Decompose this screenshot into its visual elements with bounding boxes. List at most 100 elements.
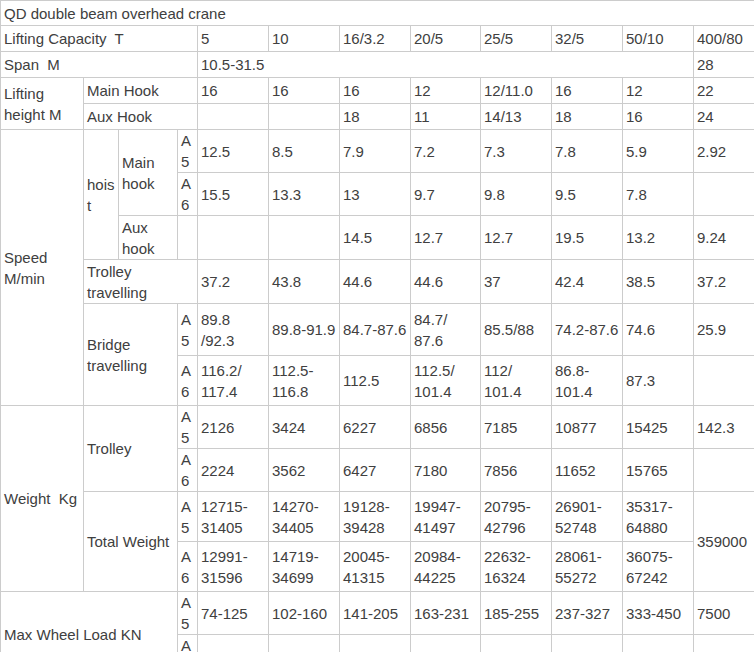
speed-bridge-a5-cell: 74.2-87.6 [552, 304, 623, 356]
speed-bridge-a6-cell: 112/ 101.4 [481, 356, 552, 406]
weight-total-a6-cell: 20984- 44225 [411, 542, 481, 592]
span-value-last: 28 [694, 52, 754, 78]
weight-trolley-a5-cell: 7185 [481, 406, 552, 449]
weight-trolley-a5-cell: 10877 [552, 406, 623, 449]
wheel-load-a6-cell: 336-457 [623, 635, 694, 652]
speed-bridge-a5-cell: 89.8 /92.3 [198, 304, 269, 356]
speed-aux-cell: 19.5 [552, 216, 623, 260]
weight-total-a5-cell: 20795- 42796 [481, 492, 552, 542]
wheel-load-a6-cell: 145-211 [340, 635, 411, 652]
duty-label-a5: A5 [178, 492, 198, 542]
weight-trolley-a5-cell: 15425 [623, 406, 694, 449]
speed-main-a5-cell: 5.9 [623, 130, 694, 173]
speed-aux-cell: 12.7 [481, 216, 552, 260]
weight-trolley-a5-cell: 6856 [411, 406, 481, 449]
height-main-cell: 16 [198, 78, 269, 104]
speed-trolley-cell: 42.4 [552, 260, 623, 304]
capacity-header: 5 [198, 26, 269, 52]
height-main-cell: 22 [694, 78, 754, 104]
height-main-cell: 12/11.0 [481, 78, 552, 104]
speed-aux-cell: 9.24 [694, 216, 754, 260]
weight-trolley-a6-cell: 2224 [198, 449, 269, 492]
row-label-speed-aux-hook: Aux hook [119, 216, 178, 260]
speed-aux-cell [198, 216, 269, 260]
wheel-load-a6-cell: 75-126 [198, 635, 269, 652]
speed-main-a6-cell: 9.7 [411, 173, 481, 216]
row-label-weight: Weight Kg [1, 406, 84, 592]
speed-main-a6-cell: 15.5 [198, 173, 269, 216]
speed-main-a6-cell: 7.8 [623, 173, 694, 216]
weight-trolley-a6-cell: 6427 [340, 449, 411, 492]
speed-trolley-cell: 44.6 [340, 260, 411, 304]
speed-bridge-a5-cell: 25.9 [694, 304, 754, 356]
duty-label-a5: A5 [178, 130, 198, 173]
height-main-cell: 12 [623, 78, 694, 104]
weight-total-a6-cell: 12991- 31596 [198, 542, 269, 592]
speed-trolley-cell: 43.8 [269, 260, 340, 304]
speed-main-a5-cell: 7.8 [552, 130, 623, 173]
speed-bridge-a6-cell [694, 356, 754, 406]
row-label-main-hook: Main Hook [84, 78, 198, 104]
capacity-header: 50/10 [623, 26, 694, 52]
speed-aux-cell [269, 216, 340, 260]
height-aux-cell: 18 [552, 104, 623, 130]
wheel-load-a6-cell: 242-335 [552, 635, 623, 652]
height-aux-cell: 11 [411, 104, 481, 130]
duty-label-a5: A5 [178, 304, 198, 356]
height-main-cell: 16 [269, 78, 340, 104]
wheel-load-a5-cell: 237-327 [552, 592, 623, 635]
row-label-lifting-capacity: Lifting Capacity T [1, 26, 198, 52]
capacity-header: 16/3.2 [340, 26, 411, 52]
speed-main-a6-cell [694, 173, 754, 216]
row-label-span: Span M [1, 52, 198, 78]
weight-trolley-a6-cell: 11652 [552, 449, 623, 492]
row-label-weight-trolley: Trolley [84, 406, 178, 492]
speed-main-a5-cell: 8.5 [269, 130, 340, 173]
wheel-load-a5-cell: 163-231 [411, 592, 481, 635]
duty-label-a6: A6 [178, 542, 198, 592]
weight-total-last-cell: 359000 [694, 492, 754, 592]
wheel-load-a5-cell: 333-450 [623, 592, 694, 635]
wheel-load-a6-cell: 167-239 [411, 635, 481, 652]
height-aux-cell [198, 104, 269, 130]
capacity-header: 20/5 [411, 26, 481, 52]
weight-trolley-a5-cell: 142.3 [694, 406, 754, 449]
speed-bridge-a6-cell: 112.5- 116.8 [269, 356, 340, 406]
speed-bridge-a5-cell: 84.7/ 87.6 [411, 304, 481, 356]
row-label-bridge-travelling: Bridge travelling [84, 304, 178, 406]
speed-bridge-a5-cell: 85.5/88 [481, 304, 552, 356]
wheel-load-a5-cell: 185-255 [481, 592, 552, 635]
row-label-trolley-travelling: Trolley travelling [84, 260, 198, 304]
weight-total-a6-cell: 22632- 16324 [481, 542, 552, 592]
row-label-aux-hook: Aux Hook [84, 104, 198, 130]
wheel-load-a5-cell: 141-205 [340, 592, 411, 635]
height-aux-cell: 16 [623, 104, 694, 130]
capacity-header: 25/5 [481, 26, 552, 52]
span-value: 10.5-31.5 [198, 52, 694, 78]
height-aux-cell: 14/13 [481, 104, 552, 130]
speed-trolley-cell: 37 [481, 260, 552, 304]
wheel-load-a6-cell [694, 635, 754, 652]
row-label-max-wheel-load: Max Wheel Load KN [1, 592, 178, 652]
height-main-cell: 16 [340, 78, 411, 104]
weight-trolley-a5-cell: 6227 [340, 406, 411, 449]
empty-cell [178, 216, 198, 260]
row-label-speed-main-hook: Main hook [119, 130, 178, 216]
speed-main-a5-cell: 7.3 [481, 130, 552, 173]
speed-aux-cell: 14.5 [340, 216, 411, 260]
speed-aux-cell: 13.2 [623, 216, 694, 260]
speed-bridge-a6-cell: 86.8- 101.4 [552, 356, 623, 406]
duty-label-a5: A5 [178, 406, 198, 449]
weight-total-a5-cell: 14270- 34405 [269, 492, 340, 542]
weight-total-a5-cell: 35317- 64880 [623, 492, 694, 542]
speed-aux-cell: 12.7 [411, 216, 481, 260]
weight-trolley-a5-cell: 3424 [269, 406, 340, 449]
weight-total-a5-cell: 19128- 39428 [340, 492, 411, 542]
capacity-header: 32/5 [552, 26, 623, 52]
speed-trolley-cell: 38.5 [623, 260, 694, 304]
weight-trolley-a6-cell: 15765 [623, 449, 694, 492]
speed-bridge-a6-cell: 112.5/ 101.4 [411, 356, 481, 406]
speed-main-a6-cell: 13.3 [269, 173, 340, 216]
speed-main-a6-cell: 9.5 [552, 173, 623, 216]
speed-main-a6-cell: 9.8 [481, 173, 552, 216]
